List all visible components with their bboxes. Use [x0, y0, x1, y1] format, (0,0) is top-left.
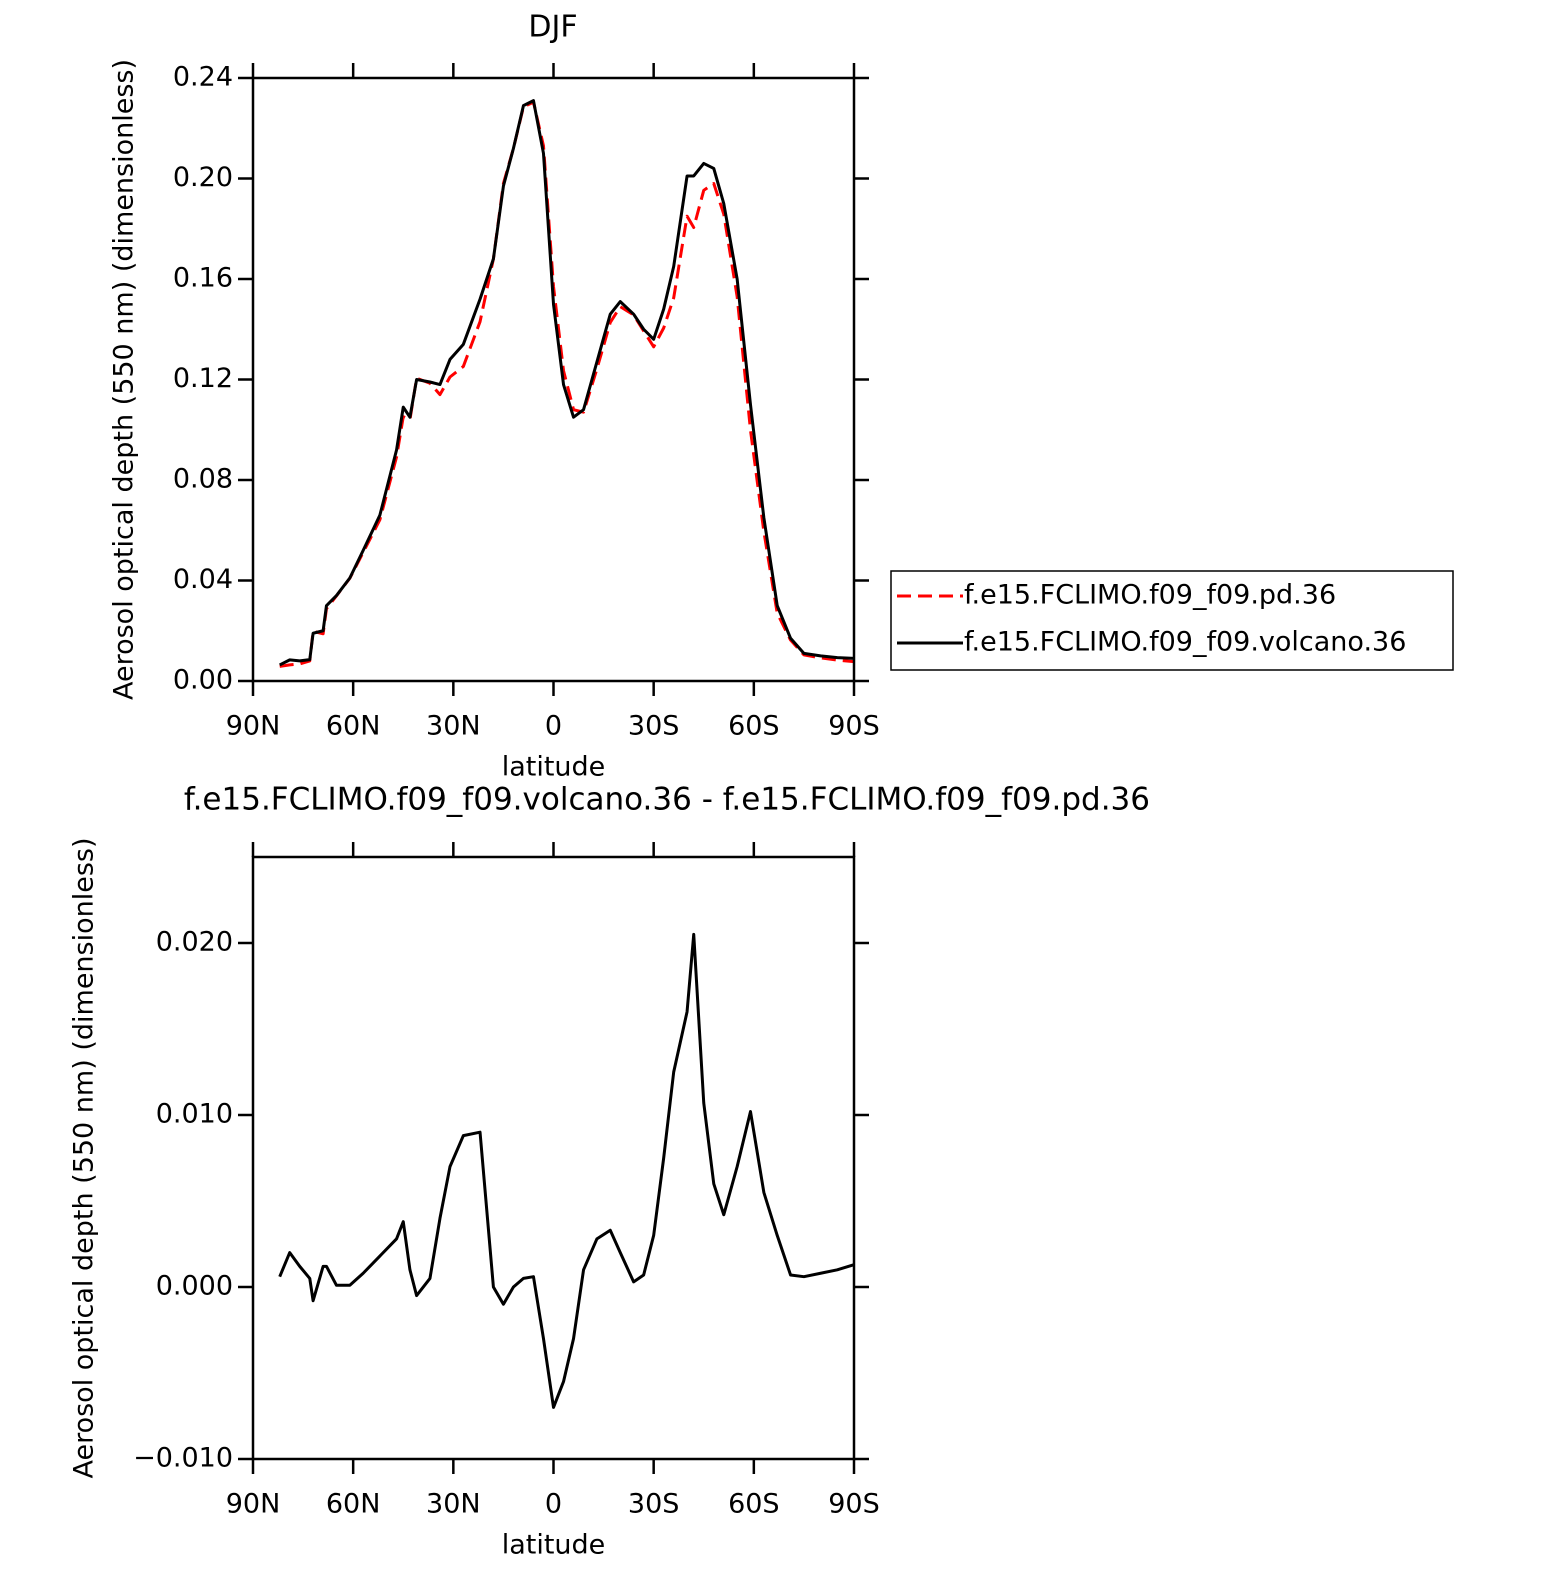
y-tick-label: 0.08 [173, 464, 233, 495]
x-tick-label: 90N [226, 1489, 281, 1520]
legend: f.e15.FCLIMO.f09_f09.pd.36 f.e15.FCLIMO.f… [890, 570, 1454, 671]
x-tick-label: 0 [545, 1489, 562, 1520]
legend-label: f.e15.FCLIMO.f09_f09.volcano.36 [964, 627, 1406, 658]
data-line [279, 100, 855, 668]
panel: DJF 0.00 0.04 0.08 0.12 0.16 0.20 0.24 90N 60N 30N… [109, 10, 1454, 783]
x-tick-label: 30N [426, 1489, 481, 1520]
x-tick-label: 30N [426, 711, 481, 742]
x-tick-label: 0 [545, 711, 562, 742]
x-tick-label: 60N [326, 1489, 381, 1520]
y-axis-label: Aerosol optical depth (550 nm) (dimensio… [69, 837, 100, 1478]
x-tick-label: 30S [628, 1489, 680, 1520]
y-tick-label: 0.010 [156, 1099, 233, 1130]
plot-frame [251, 76, 856, 683]
x-tick-label: 60S [728, 1489, 780, 1520]
panel: f.e15.FCLIMO.f09_f09.volcano.36 - f.e15.… [69, 782, 1151, 1561]
x-axis-label: latitude [502, 1530, 606, 1561]
y-axis-label: Aerosol optical depth (550 nm) (dimensio… [109, 59, 140, 700]
chart-title: DJF [528, 10, 577, 45]
y-tick-label: −0.010 [133, 1443, 233, 1474]
x-tick-label: 90N [226, 711, 281, 742]
y-tick-label: 0.000 [156, 1271, 233, 1302]
legend-label: f.e15.FCLIMO.f09_f09.pd.36 [964, 580, 1336, 611]
y-tick-label: 0.00 [173, 665, 233, 696]
x-tick-label: 90S [828, 1489, 880, 1520]
y-tick-label: 0.24 [173, 62, 233, 93]
y-tick-label: 0.04 [173, 564, 233, 595]
y-tick-label: 0.20 [173, 162, 233, 193]
y-tick-label: 0.020 [156, 927, 233, 958]
x-tick-label: 90S [828, 711, 880, 742]
y-tick-label: 0.12 [173, 363, 233, 394]
chart-title: f.e15.FCLIMO.f09_f09.volcano.36 - f.e15.… [184, 782, 1150, 818]
x-tick-label: 60N [326, 711, 381, 742]
legend-box [890, 570, 1454, 671]
y-tick-label: 0.16 [173, 263, 233, 294]
data-line [278, 932, 855, 1409]
x-tick-label: 30S [628, 711, 680, 742]
x-axis-label: latitude [502, 752, 606, 783]
x-tick-label: 60S [728, 711, 780, 742]
data-line [279, 99, 855, 667]
plot-frame [251, 855, 856, 1461]
